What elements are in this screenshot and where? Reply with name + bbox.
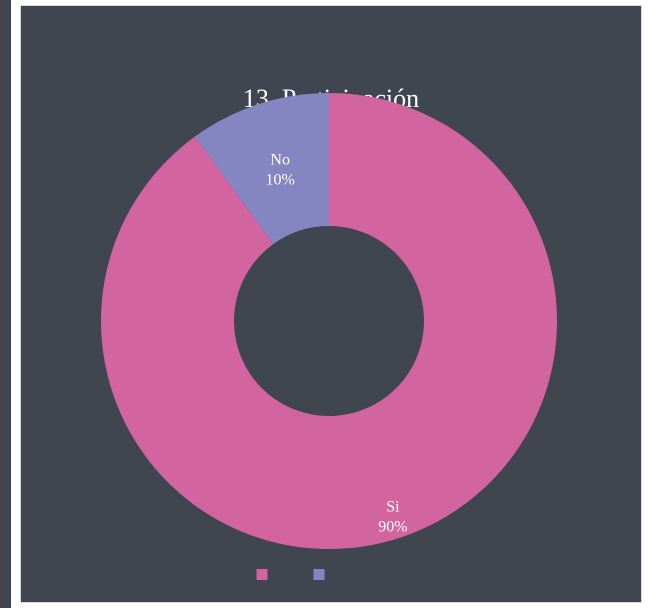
donut-slice: [194, 93, 329, 245]
legend-marker: [256, 569, 268, 580]
legend-marker: [313, 569, 325, 580]
side-panel: [0, 0, 11, 608]
slice-category-label: Si: [386, 499, 400, 516]
donut-slice: [100, 93, 557, 549]
slice-category-label: No: [270, 151, 290, 168]
slice-value-label: 10%: [266, 171, 295, 188]
slice-value-label: 90%: [378, 519, 407, 536]
